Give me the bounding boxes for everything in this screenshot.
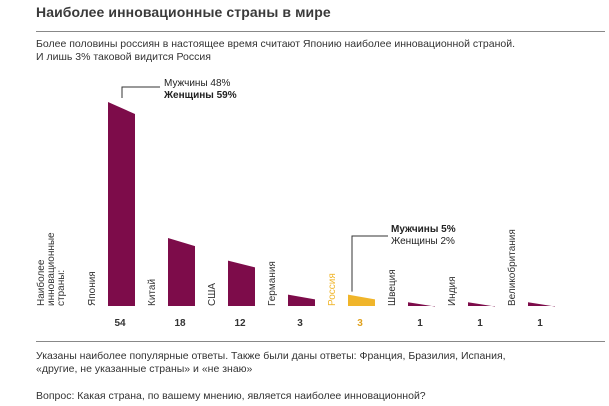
annotation-leader: [351, 235, 388, 292]
value-label: 18: [174, 318, 186, 329]
category-label: Великобритания: [506, 229, 518, 306]
annotation-text: Женщины 59%: [163, 90, 237, 101]
footnote-line: «другие, не указанные страны» и «не знаю…: [36, 363, 253, 375]
subtitle-line: Более половины россиян в настоящее время…: [36, 38, 516, 50]
footnote-line: Указаны наиболее популярные ответы. Такж…: [36, 350, 506, 362]
subtitle-line: И лишь 3% таковой видится Россия: [36, 51, 211, 63]
footnote: Указаны наиболее популярные ответы. Такж…: [36, 350, 506, 376]
bar-Германия: [288, 294, 315, 306]
value-label: 12: [234, 318, 246, 329]
category-label: Китай: [147, 279, 158, 306]
bar-Индия: [468, 302, 495, 307]
bar-США: [228, 260, 255, 306]
survey-question: Вопрос: Какая страна, по вашему мнению, …: [36, 390, 426, 402]
bottom-divider: [36, 341, 605, 342]
value-label: 1: [477, 318, 483, 329]
page-title: Наиболее инновационные страны в мире: [36, 4, 331, 20]
category-label: Япония: [87, 271, 98, 306]
category-label: Индия: [447, 276, 458, 306]
value-label: 1: [417, 318, 423, 329]
bar-Китай: [168, 238, 195, 306]
value-label: 3: [297, 318, 303, 329]
axis-label-line: инновационные: [46, 232, 57, 306]
subtitle: Более половины россиян в настоящее время…: [36, 38, 515, 64]
value-label: 1: [537, 318, 543, 329]
annotation-text: Женщины 2%: [391, 236, 455, 247]
category-label: США: [207, 283, 218, 306]
top-divider: [36, 31, 605, 32]
bar-Швеция: [408, 302, 435, 307]
annotation-leader: [121, 86, 160, 98]
bar-Россия: [348, 294, 375, 306]
axis-label-line: страны:: [56, 270, 67, 306]
value-label: 54: [114, 318, 126, 329]
annotation-text: Мужчины 48%: [164, 78, 231, 89]
category-label: Россия: [327, 273, 338, 306]
category-label: Швеция: [387, 269, 398, 306]
axis-label-line: Наиболее: [35, 259, 47, 306]
bar-Япония: [108, 102, 135, 306]
annotation-text: Мужчины 5%: [391, 224, 456, 235]
category-label: Германия: [267, 261, 278, 306]
value-label: 3: [357, 318, 363, 329]
bar-Великобритания: [528, 302, 555, 307]
